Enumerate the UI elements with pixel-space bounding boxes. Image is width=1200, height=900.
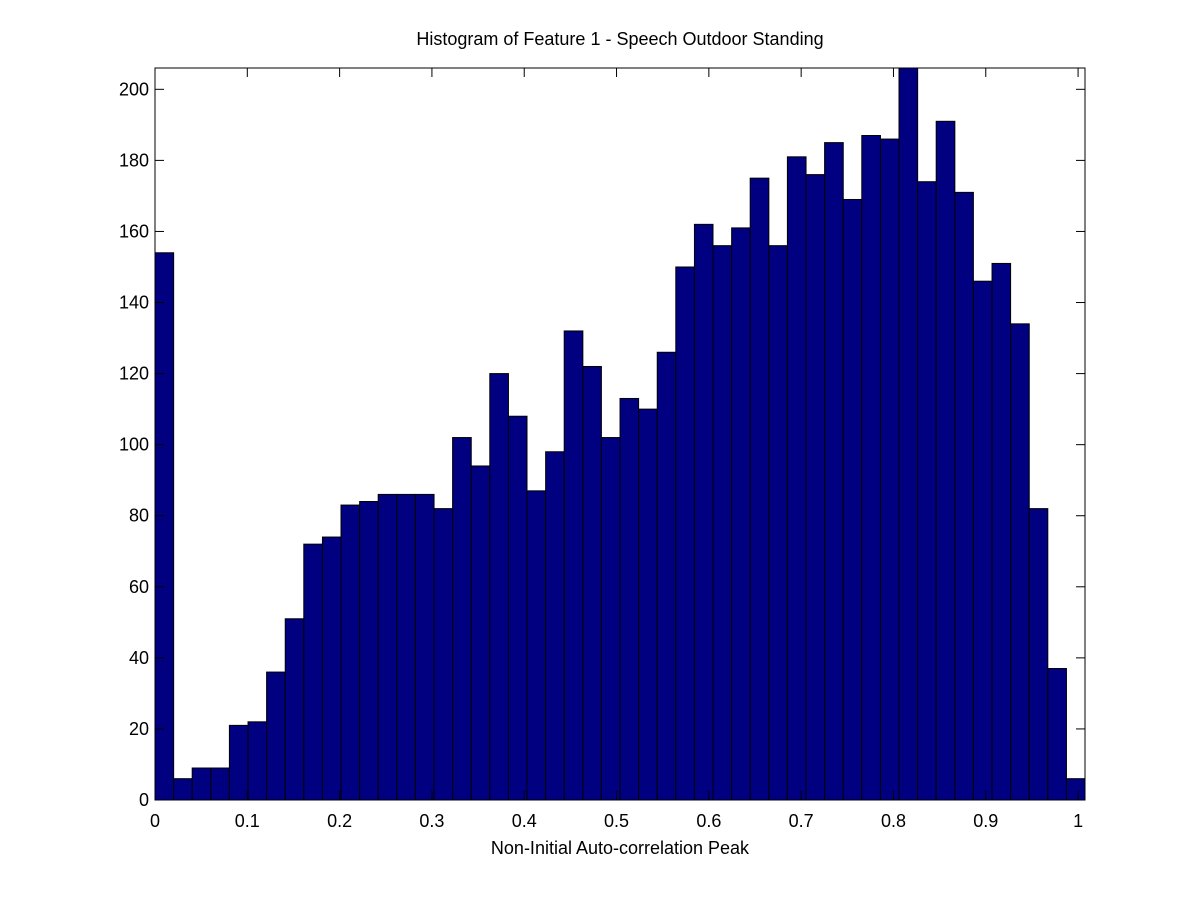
bar — [582, 365, 602, 801]
bar — [247, 721, 268, 801]
bar — [786, 156, 807, 801]
y-tick-label: 140 — [119, 293, 149, 313]
bar — [954, 191, 974, 801]
bar — [861, 135, 881, 801]
bar — [638, 408, 658, 801]
bar — [489, 373, 509, 801]
bar — [824, 142, 844, 801]
bar — [470, 465, 491, 801]
bar — [321, 536, 342, 801]
bar — [1010, 323, 1030, 801]
bar — [154, 252, 175, 801]
bar — [731, 227, 751, 801]
bar — [935, 120, 956, 801]
bar — [545, 451, 565, 801]
bar — [228, 724, 249, 801]
bar — [768, 245, 788, 801]
bar — [879, 138, 900, 801]
bar — [1065, 778, 1086, 801]
x-tick-label: 0.7 — [789, 811, 814, 831]
bar — [284, 618, 305, 801]
x-axis-label: Non-Initial Auto-correlation Peak — [491, 838, 750, 858]
bar — [842, 198, 863, 801]
bar — [359, 501, 379, 801]
bar — [414, 493, 435, 801]
bar — [1028, 508, 1049, 801]
bar — [1047, 668, 1067, 801]
bar — [210, 767, 230, 801]
bar — [191, 767, 212, 801]
plot-frame — [154, 67, 1086, 801]
y-tick-label: 80 — [129, 506, 149, 526]
y-tick-label: 120 — [119, 364, 149, 384]
bar — [917, 181, 937, 801]
bar — [619, 397, 640, 801]
chart-title: Histogram of Feature 1 - Speech Outdoor … — [416, 29, 823, 49]
bar — [433, 508, 454, 801]
bar — [749, 177, 770, 801]
bar — [693, 223, 714, 801]
x-tick-label: 0.9 — [973, 811, 998, 831]
bar — [675, 266, 695, 801]
bar — [303, 543, 323, 801]
bar — [452, 437, 472, 801]
y-tick-label: 180 — [119, 150, 149, 170]
bar — [396, 493, 416, 801]
x-tick-label: 0.4 — [512, 811, 537, 831]
x-tick-label: 0 — [150, 811, 160, 831]
y-tick-label: 100 — [119, 435, 149, 455]
bar — [526, 490, 547, 801]
x-tick-label: 0.2 — [327, 811, 352, 831]
y-tick-label: 0 — [139, 790, 149, 810]
bar — [563, 330, 584, 801]
bar — [340, 504, 361, 801]
bar — [266, 671, 286, 801]
y-tick-label: 20 — [129, 719, 149, 739]
bar — [972, 280, 993, 801]
bar — [656, 351, 677, 801]
bar — [991, 262, 1012, 801]
bar — [600, 437, 621, 801]
x-tick-label: 0.5 — [604, 811, 629, 831]
bar — [805, 174, 826, 801]
bar — [507, 415, 528, 801]
bar — [712, 245, 733, 801]
y-tick-label: 160 — [119, 221, 149, 241]
bar — [377, 493, 398, 801]
y-tick-label: 40 — [129, 648, 149, 668]
bar — [173, 778, 193, 801]
x-tick-label: 0.6 — [696, 811, 721, 831]
x-tick-label: 1 — [1073, 811, 1083, 831]
x-tick-label: 0.3 — [419, 811, 444, 831]
bar — [898, 67, 919, 801]
y-tick-label: 200 — [119, 79, 149, 99]
x-tick-label: 0.8 — [881, 811, 906, 831]
x-tick-label: 0.1 — [235, 811, 260, 831]
y-tick-label: 60 — [129, 577, 149, 597]
